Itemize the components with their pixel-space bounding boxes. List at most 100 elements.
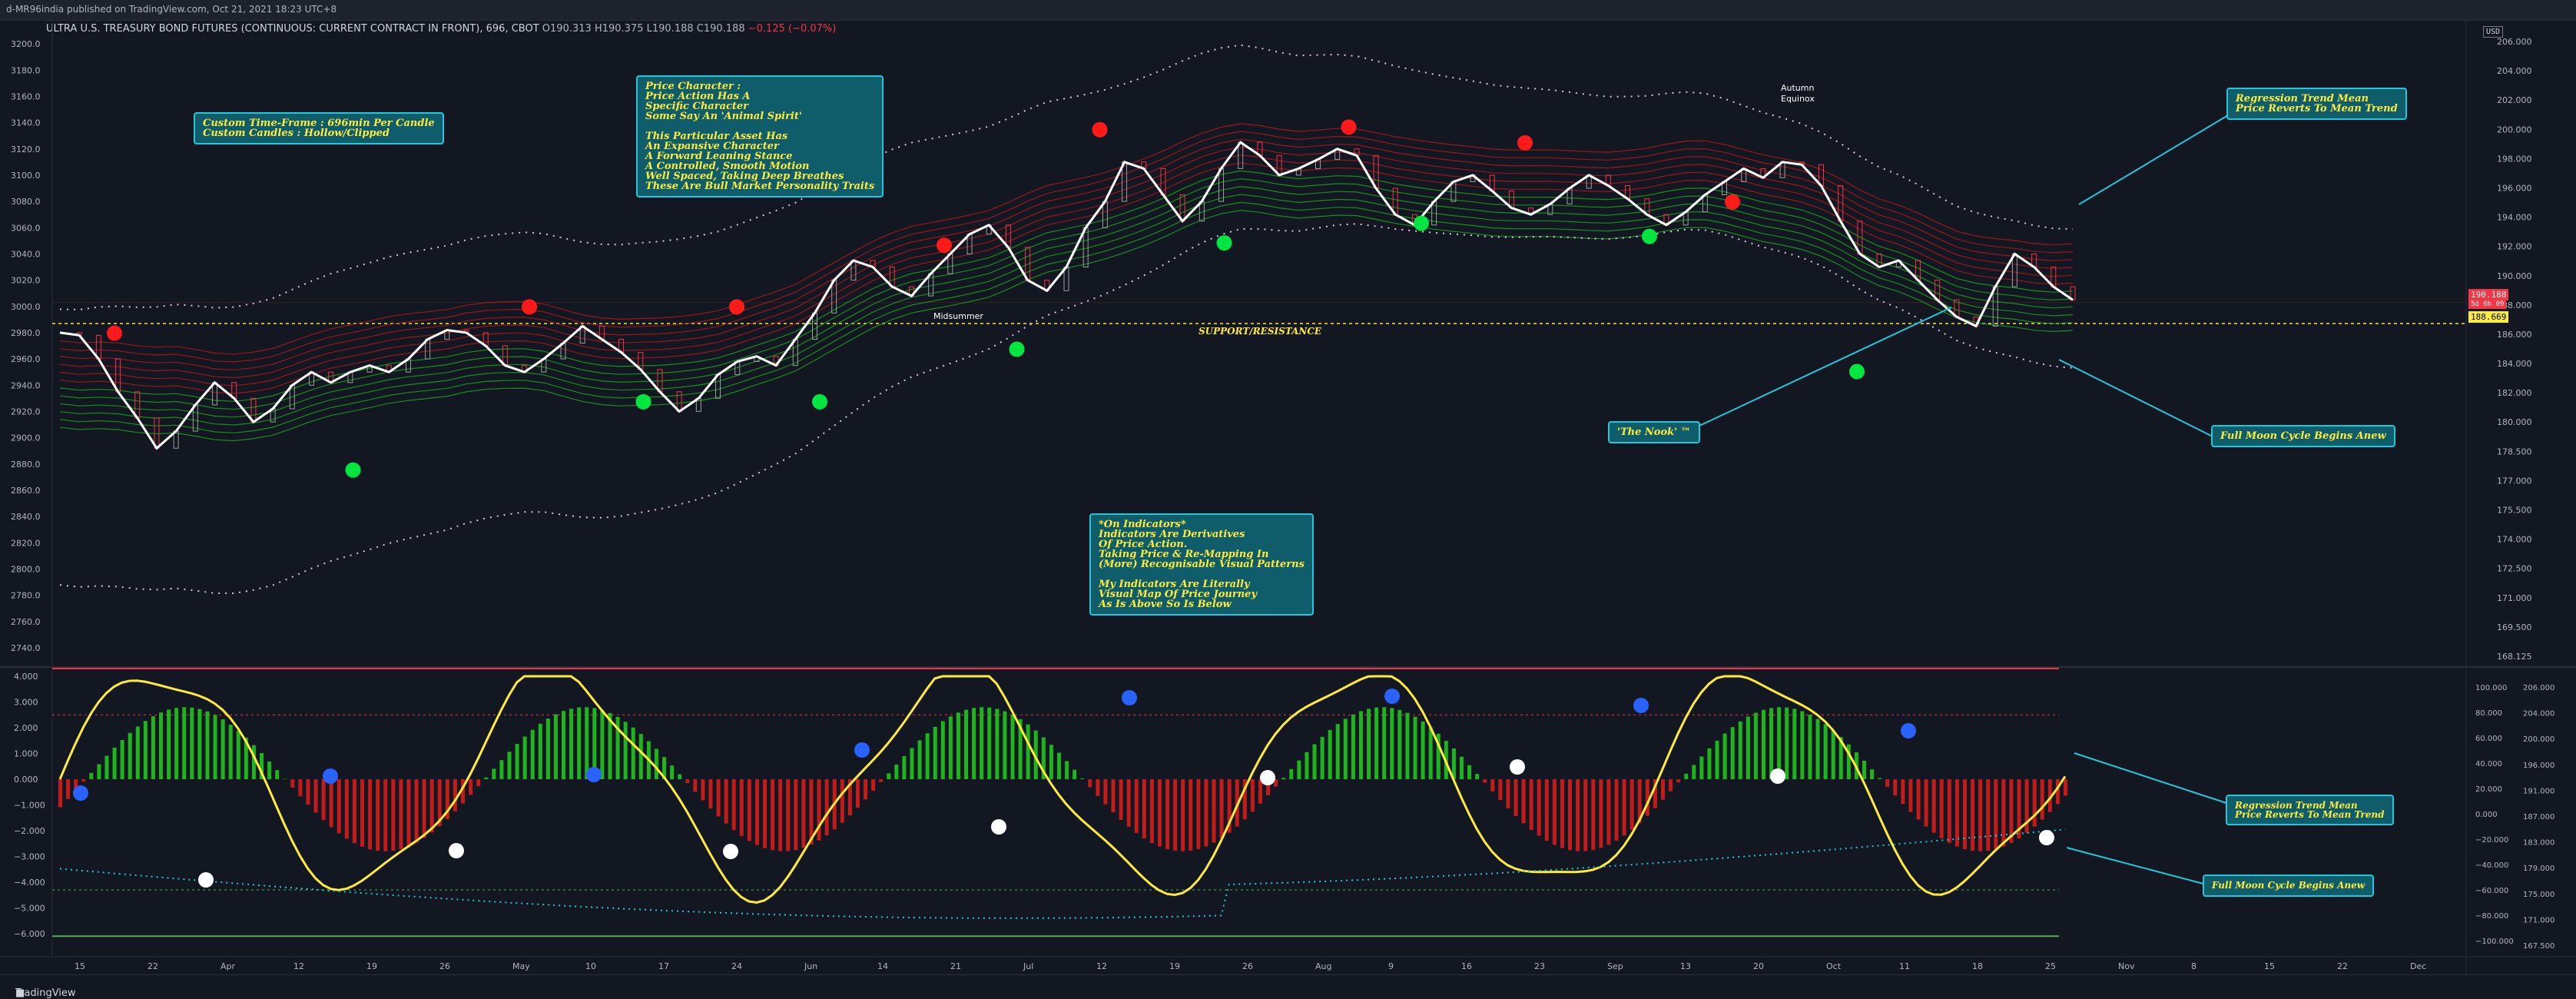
histogram-bar	[856, 779, 860, 808]
histogram-bar	[290, 779, 294, 788]
histogram-bar	[453, 779, 457, 811]
regression-pointer-bottom	[2074, 753, 2226, 803]
histogram-bar	[1460, 757, 1464, 779]
right-price-tick: 178.500	[2497, 446, 2532, 456]
histogram-bar	[151, 716, 155, 779]
histogram-bar	[1103, 779, 1107, 805]
time-tick: 12	[1096, 961, 1107, 971]
histogram-bar	[1080, 778, 1084, 779]
right-price-tick: 196.000	[2497, 183, 2532, 193]
right-price-tick: 192.000	[2497, 242, 2532, 252]
blue-cycle-dot	[1122, 690, 1137, 705]
histogram-bar	[1313, 745, 1317, 779]
histogram-bar	[585, 707, 588, 779]
histogram-bar	[167, 709, 171, 779]
currency-label[interactable]: USD	[2483, 26, 2503, 38]
left-osc-tick: −3.000	[14, 851, 45, 861]
histogram-bar	[205, 712, 209, 779]
histogram-bar	[1165, 779, 1169, 849]
high-dot	[1725, 194, 1740, 210]
left-price-tick: 2880.0	[11, 460, 41, 470]
histogram-bar	[1065, 761, 1069, 779]
left-price-tick: 2860.0	[11, 486, 41, 496]
histogram-bar	[894, 765, 898, 779]
histogram-bar	[600, 710, 604, 779]
histogram-bar	[1475, 774, 1479, 779]
histogram-bar	[1917, 779, 1921, 819]
histogram-bar	[306, 779, 310, 805]
left-osc-tick: 4.000	[14, 672, 38, 682]
timeframe-note: Custom Time-Frame : 696min Per Candle Cu…	[194, 112, 444, 144]
time-tick: 12	[293, 961, 304, 971]
histogram-bar	[956, 712, 960, 779]
histogram-bar	[58, 779, 62, 808]
right-price-tick: 206.000	[2497, 37, 2532, 47]
histogram-bar	[1684, 774, 1688, 779]
histogram-bar	[817, 779, 821, 841]
histogram-bar	[1754, 713, 1758, 780]
time-tick: 15	[75, 961, 85, 971]
histogram-bar	[763, 779, 767, 848]
histogram-bar	[1212, 779, 1216, 843]
time-tick: 22	[2337, 961, 2348, 971]
histogram-bar	[972, 708, 976, 779]
histogram-bar	[1127, 779, 1131, 827]
histogram-bar	[887, 773, 890, 779]
time-tick: 11	[1899, 961, 1910, 971]
time-tick: 22	[148, 961, 158, 971]
histogram-bar	[910, 748, 913, 779]
histogram-bar	[2064, 779, 2067, 795]
histogram-bar	[1374, 708, 1378, 779]
right-osc-tick: −80.000	[2475, 912, 2508, 921]
time-tick: Oct	[1826, 961, 1842, 971]
histogram-bar	[879, 779, 883, 782]
blue-cycle-dot	[1901, 723, 1916, 738]
right-price-tick: 200.000	[2497, 124, 2532, 134]
right-osc-tick-2: 200.000	[2523, 735, 2554, 744]
right-price-tick: 204.000	[2497, 66, 2532, 76]
regression-note-bottom: Regression Trend Mean Price Reverts To M…	[2226, 795, 2394, 825]
low-dot	[1849, 364, 1865, 380]
left-osc-tick: −4.000	[14, 878, 45, 888]
histogram-bar	[1824, 724, 1828, 779]
histogram-bar	[298, 779, 302, 796]
histogram-bar	[182, 707, 186, 779]
right-osc-tick: 80.000	[2475, 709, 2502, 718]
histogram-bar	[1591, 779, 1595, 850]
histogram-bar	[980, 707, 983, 779]
histogram-bar	[995, 709, 999, 779]
histogram-bar	[1135, 779, 1139, 833]
histogram-bar	[469, 779, 472, 795]
histogram-bar	[1490, 779, 1494, 792]
right-osc-tick-2: 196.000	[2523, 762, 2554, 770]
histogram-bar	[1762, 710, 1765, 779]
histogram-bar	[1792, 709, 1796, 779]
histogram-bar	[987, 708, 991, 779]
histogram-bar	[1467, 765, 1471, 779]
histogram-bar	[121, 740, 124, 779]
time-tick: Aug	[1315, 961, 1331, 971]
histogram-bar	[1096, 779, 1099, 796]
histogram-bar	[1994, 779, 1997, 849]
histogram-bar	[1978, 779, 1982, 851]
histogram-bar	[275, 770, 279, 779]
right-osc-tick: 20.000	[2475, 785, 2502, 794]
histogram-bar	[353, 779, 356, 843]
left-osc-tick: −2.000	[14, 826, 45, 836]
histogram-bar	[516, 744, 519, 779]
histogram-bar	[2033, 779, 2037, 827]
left-price-tick: 2800.0	[11, 564, 41, 574]
histogram-bar	[1305, 752, 1308, 779]
white-cycle-dot	[1770, 768, 1785, 784]
left-price-tick: 2960.0	[11, 354, 41, 364]
histogram-bar	[1321, 737, 1324, 779]
high-dot	[522, 299, 537, 314]
histogram-bar	[1397, 710, 1401, 779]
histogram-bar	[423, 779, 426, 838]
histogram-bar	[685, 779, 689, 783]
histogram-bar	[1351, 715, 1355, 779]
histogram-bar	[415, 779, 419, 842]
white-cycle-dot	[1260, 770, 1275, 785]
fullmoon-note-bottom: Full Moon Cycle Begins Anew	[2203, 875, 2374, 897]
